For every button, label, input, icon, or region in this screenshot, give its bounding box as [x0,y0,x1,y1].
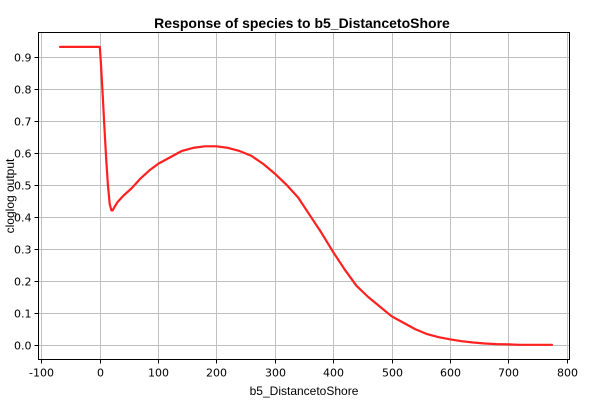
y-tick-label: 0.5 [14,180,32,193]
tick-layer: -100 0 100 200 300 400 500 600 700 800 0.0 0.1 0.2 0.… [14,52,578,380]
chart-title: Response of species to b5_DistancetoShor… [154,15,450,31]
x-tick-label: 800 [557,367,578,380]
x-tick-label: 0 [97,367,104,380]
y-tick-label: 0.0 [14,340,32,353]
x-tick-label: 500 [382,367,403,380]
x-tick-label: 400 [323,367,344,380]
x-tick-label: 300 [265,367,286,380]
line-layer [58,45,554,346]
response-curve [58,45,554,346]
x-tick-label: 200 [206,367,227,380]
y-tick-label: 0.1 [14,308,32,321]
y-tick-label: 0.8 [14,84,32,97]
x-tick-label: -100 [29,367,54,380]
y-tick-label: 0.6 [14,148,32,161]
plot-frame [38,32,570,360]
y-tick-label: 0.3 [14,244,32,257]
x-axis-label: b5_DistancetoShore [250,384,359,398]
y-tick-label: 0.4 [14,212,32,225]
y-tick-label: 0.9 [14,52,32,65]
y-tick-label: 0.7 [14,116,32,129]
grid-layer [38,32,570,360]
x-tick-label: 700 [498,367,519,380]
y-axis-label: cloglog output [3,158,17,233]
x-tick-label: 100 [148,367,169,380]
x-tick-label: 600 [440,367,461,380]
y-tick-label: 0.2 [14,276,32,289]
